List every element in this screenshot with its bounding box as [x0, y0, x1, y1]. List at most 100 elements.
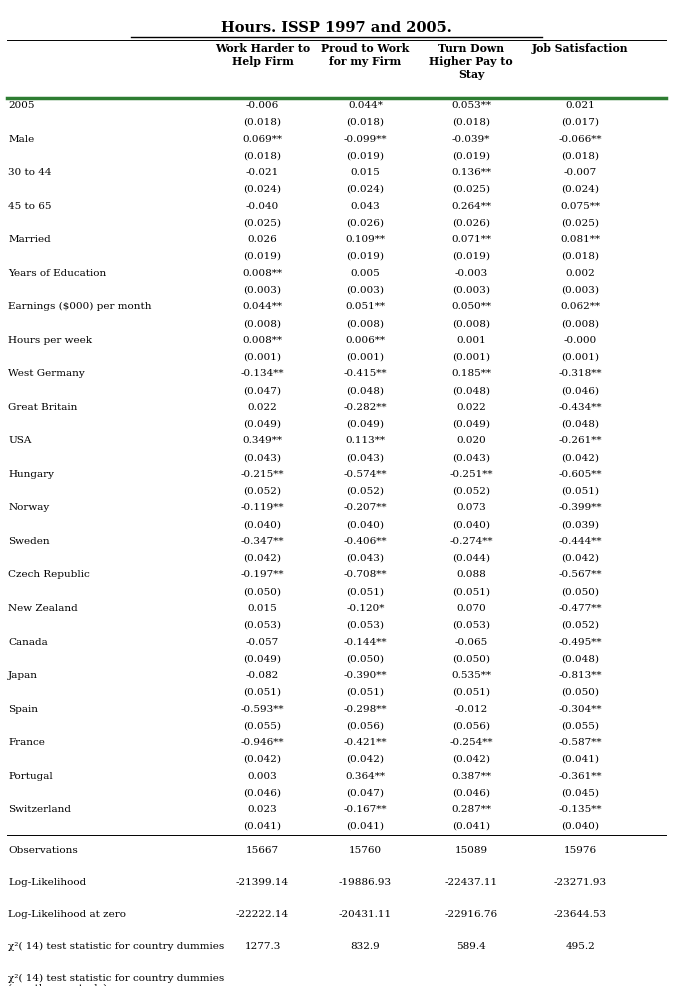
- Text: -0.708**: -0.708**: [344, 571, 387, 580]
- Text: -0.197**: -0.197**: [241, 571, 284, 580]
- Text: -0.135**: -0.135**: [559, 806, 602, 814]
- Text: (0.055): (0.055): [244, 722, 281, 731]
- Text: -0.495**: -0.495**: [559, 638, 602, 647]
- Text: (0.008): (0.008): [244, 319, 281, 328]
- Text: (0.025): (0.025): [244, 219, 281, 228]
- Text: (0.041): (0.041): [561, 755, 599, 764]
- Text: -0.040: -0.040: [246, 202, 279, 211]
- Text: -0.167**: -0.167**: [344, 806, 387, 814]
- Text: (0.052): (0.052): [347, 487, 384, 496]
- Text: (0.051): (0.051): [347, 688, 384, 697]
- Text: -0.415**: -0.415**: [344, 370, 387, 379]
- Text: (0.017): (0.017): [561, 118, 599, 127]
- Text: (0.019): (0.019): [244, 252, 281, 261]
- Text: -0.006: -0.006: [246, 102, 279, 110]
- Text: -0.057: -0.057: [246, 638, 279, 647]
- Text: 0.006**: 0.006**: [345, 336, 386, 345]
- Text: 1277.3: 1277.3: [244, 942, 281, 951]
- Text: χ²( 14) test statistic for country dummies
(no other controls): χ²( 14) test statistic for country dummi…: [8, 973, 224, 986]
- Text: Portugal: Portugal: [8, 772, 52, 781]
- Text: 0.050**: 0.050**: [451, 303, 491, 312]
- Text: (0.043): (0.043): [244, 454, 281, 462]
- Text: 495.2: 495.2: [565, 942, 595, 951]
- Text: 0.008**: 0.008**: [242, 269, 283, 278]
- Text: (0.018): (0.018): [561, 152, 599, 161]
- Text: (0.051): (0.051): [561, 487, 599, 496]
- Text: (0.040): (0.040): [561, 822, 599, 831]
- Text: Japan: Japan: [8, 671, 38, 680]
- Text: 0.001: 0.001: [456, 336, 486, 345]
- Text: (0.053): (0.053): [244, 621, 281, 630]
- Text: (0.049): (0.049): [244, 420, 281, 429]
- Text: 0.053**: 0.053**: [451, 102, 491, 110]
- Text: (0.019): (0.019): [347, 152, 384, 161]
- Text: 0.005: 0.005: [351, 269, 380, 278]
- Text: -0.082: -0.082: [246, 671, 279, 680]
- Text: -23271.93: -23271.93: [554, 878, 606, 887]
- Text: USA: USA: [8, 437, 32, 446]
- Text: -0.021: -0.021: [246, 169, 279, 177]
- Text: France: France: [8, 739, 45, 747]
- Text: -0.605**: -0.605**: [559, 470, 602, 479]
- Text: (0.050): (0.050): [452, 655, 490, 664]
- Text: Work Harder to
Help Firm: Work Harder to Help Firm: [215, 43, 310, 67]
- Text: -0.567**: -0.567**: [559, 571, 602, 580]
- Text: (0.024): (0.024): [347, 185, 384, 194]
- Text: Spain: Spain: [8, 705, 38, 714]
- Text: (0.043): (0.043): [347, 554, 384, 563]
- Text: (0.043): (0.043): [347, 454, 384, 462]
- Text: (0.026): (0.026): [452, 219, 490, 228]
- Text: -22916.76: -22916.76: [445, 910, 497, 919]
- Text: Earnings ($000) per month: Earnings ($000) per month: [8, 303, 151, 312]
- Text: 0.020: 0.020: [456, 437, 486, 446]
- Text: 0.073: 0.073: [456, 504, 486, 513]
- Text: 0.003: 0.003: [248, 772, 277, 781]
- Text: (0.024): (0.024): [244, 185, 281, 194]
- Text: -0.813**: -0.813**: [559, 671, 602, 680]
- Text: (0.049): (0.049): [244, 655, 281, 664]
- Text: (0.048): (0.048): [561, 655, 599, 664]
- Text: (0.042): (0.042): [561, 554, 599, 563]
- Text: (0.019): (0.019): [452, 152, 490, 161]
- Text: -0.282**: -0.282**: [344, 403, 387, 412]
- Text: (0.018): (0.018): [452, 118, 490, 127]
- Text: Canada: Canada: [8, 638, 48, 647]
- Text: (0.053): (0.053): [347, 621, 384, 630]
- Text: -19886.93: -19886.93: [339, 878, 392, 887]
- Text: -0.120*: -0.120*: [346, 604, 385, 613]
- Text: (0.001): (0.001): [561, 353, 599, 362]
- Text: 0.071**: 0.071**: [451, 236, 491, 245]
- Text: (0.050): (0.050): [244, 588, 281, 597]
- Text: 15760: 15760: [349, 846, 382, 855]
- Text: 0.062**: 0.062**: [560, 303, 600, 312]
- Text: (0.043): (0.043): [452, 454, 490, 462]
- Text: (0.039): (0.039): [561, 521, 599, 529]
- Text: (0.047): (0.047): [244, 387, 281, 395]
- Text: 0.015: 0.015: [351, 169, 380, 177]
- Text: 589.4: 589.4: [456, 942, 486, 951]
- Text: (0.050): (0.050): [561, 588, 599, 597]
- Text: 0.026: 0.026: [248, 236, 277, 245]
- Text: (0.042): (0.042): [347, 755, 384, 764]
- Text: 0.022: 0.022: [456, 403, 486, 412]
- Text: Male: Male: [8, 135, 34, 144]
- Text: -0.254**: -0.254**: [450, 739, 493, 747]
- Text: (0.003): (0.003): [347, 286, 384, 295]
- Text: -0.304**: -0.304**: [559, 705, 602, 714]
- Text: 0.022: 0.022: [248, 403, 277, 412]
- Text: 30 to 44: 30 to 44: [8, 169, 52, 177]
- Text: -0.434**: -0.434**: [559, 403, 602, 412]
- Text: -0.215**: -0.215**: [241, 470, 284, 479]
- Text: -0.039*: -0.039*: [452, 135, 491, 144]
- Text: 0.044**: 0.044**: [242, 303, 283, 312]
- Text: 0.287**: 0.287**: [451, 806, 491, 814]
- Text: 0.002: 0.002: [565, 269, 595, 278]
- Text: (0.018): (0.018): [244, 152, 281, 161]
- Text: 0.185**: 0.185**: [451, 370, 491, 379]
- Text: (0.019): (0.019): [347, 252, 384, 261]
- Text: (0.008): (0.008): [452, 319, 490, 328]
- Text: (0.052): (0.052): [561, 621, 599, 630]
- Text: 0.349**: 0.349**: [242, 437, 283, 446]
- Text: (0.051): (0.051): [244, 688, 281, 697]
- Text: -0.361**: -0.361**: [559, 772, 602, 781]
